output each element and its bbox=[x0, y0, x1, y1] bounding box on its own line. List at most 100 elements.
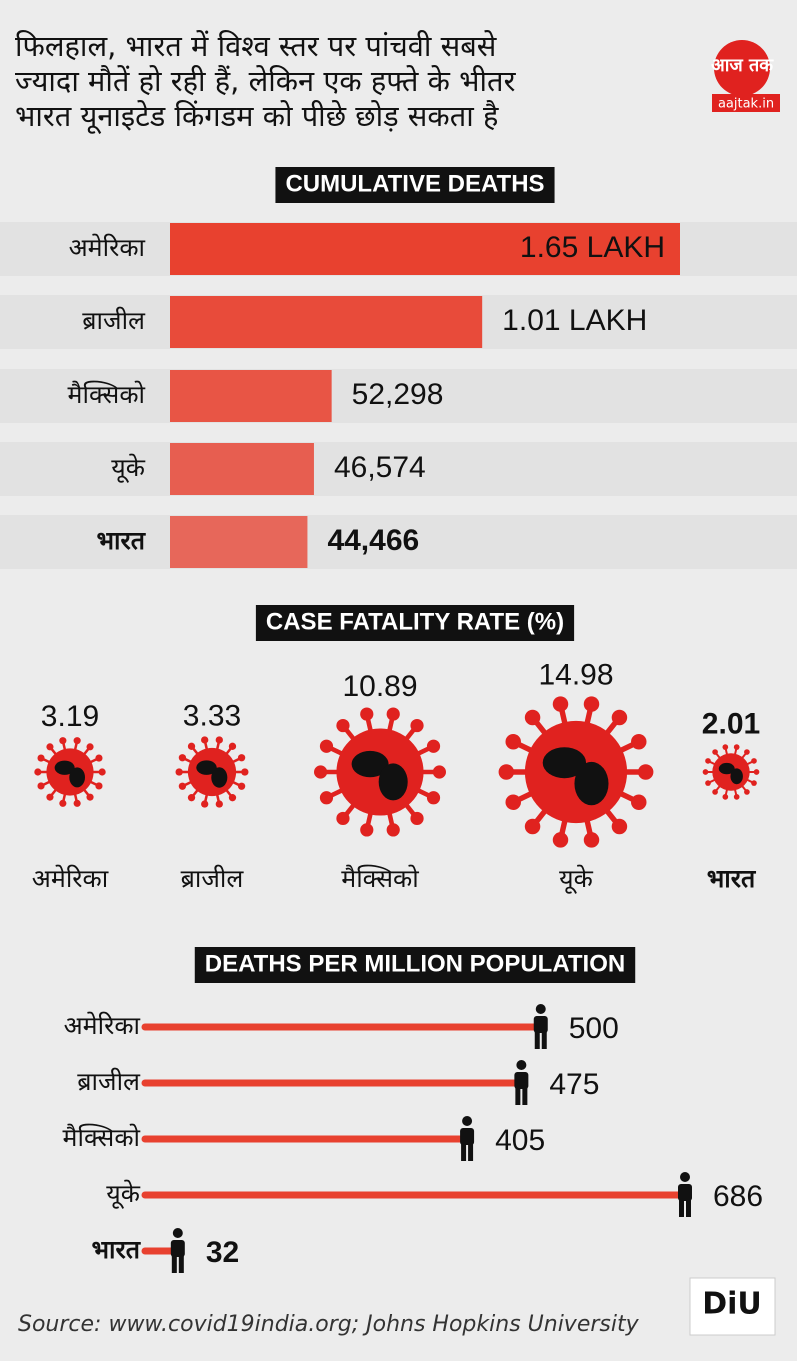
virus bbox=[314, 707, 446, 837]
chart-title: CUMULATIVE DEATHS bbox=[285, 170, 544, 197]
virus-tip bbox=[426, 791, 441, 805]
value-label: 500 bbox=[569, 1012, 619, 1045]
person-body bbox=[678, 1184, 692, 1201]
person-icon bbox=[678, 1172, 692, 1217]
virus-tip bbox=[314, 765, 328, 779]
category-label: ब्राजील bbox=[82, 306, 146, 335]
category-label: मैक्सिको bbox=[341, 864, 419, 893]
person-icon bbox=[533, 1004, 548, 1049]
virus-tip bbox=[552, 696, 569, 712]
value-label: 3.33 bbox=[183, 699, 241, 732]
virus-tip bbox=[410, 811, 424, 826]
value-label: 52,298 bbox=[352, 378, 444, 411]
virus-tip bbox=[524, 709, 541, 726]
virus-tip bbox=[73, 737, 81, 745]
source: Source: www.covid19india.org; Johns Hopk… bbox=[18, 1312, 640, 1337]
person-leg bbox=[534, 1032, 540, 1049]
person-leg bbox=[468, 1144, 474, 1161]
virus-tip bbox=[95, 782, 103, 790]
virus-tip bbox=[524, 818, 541, 835]
virus-tip bbox=[505, 794, 521, 810]
logo-band bbox=[712, 94, 780, 112]
person-head bbox=[516, 1060, 527, 1070]
virus-tip bbox=[237, 754, 246, 762]
virus-tip bbox=[360, 823, 374, 837]
virus-globe bbox=[69, 767, 86, 788]
virus-tip bbox=[386, 707, 400, 721]
value-label: 2.01 bbox=[702, 708, 760, 741]
header-line: फिलहाल, भारत में विश्व स्तर पर पांचवी सब… bbox=[15, 29, 498, 63]
virus-tip bbox=[705, 758, 711, 764]
bar bbox=[170, 296, 483, 348]
row-band bbox=[0, 442, 797, 496]
title-box bbox=[255, 605, 575, 641]
category-label: भारत bbox=[707, 864, 757, 893]
virus-tip bbox=[37, 782, 45, 790]
value-label: 1.01 LAKH bbox=[502, 304, 647, 337]
virus-tip bbox=[751, 758, 757, 764]
virus-tip bbox=[637, 764, 654, 780]
virus bbox=[175, 736, 249, 808]
value-label: 10.89 bbox=[342, 670, 417, 703]
virus-tip bbox=[187, 794, 196, 802]
virus-tip bbox=[201, 736, 209, 744]
virus-tip bbox=[319, 791, 334, 805]
virus-tip bbox=[178, 782, 187, 790]
virus-tip bbox=[722, 794, 729, 800]
badge-box bbox=[689, 1277, 776, 1336]
bar bbox=[170, 516, 308, 568]
value-label: 3.19 bbox=[41, 700, 99, 733]
virus-tip bbox=[360, 707, 374, 721]
virus-globe bbox=[378, 763, 408, 801]
virus-tip bbox=[410, 718, 424, 733]
row-band bbox=[0, 369, 797, 423]
virus-tip bbox=[336, 718, 350, 733]
logo: आज तक aajtak.in bbox=[711, 40, 780, 112]
virus-tip bbox=[631, 794, 647, 810]
category-label: अमेरिका bbox=[64, 1011, 141, 1040]
virus-tip bbox=[753, 769, 760, 775]
category-label: अमेरिका bbox=[69, 233, 146, 262]
person-leg bbox=[686, 1200, 691, 1217]
virus-tip bbox=[46, 793, 54, 801]
virus-tip bbox=[505, 734, 521, 750]
virus-tip bbox=[426, 739, 441, 753]
virus-tip bbox=[215, 736, 223, 744]
virus-tip bbox=[37, 754, 45, 762]
header-line: ज्यादा मौतें हो रही हैं, लेकिन एक हफ्ते … bbox=[15, 64, 517, 98]
category-label: ब्राजील bbox=[77, 1067, 141, 1096]
virus-tip bbox=[702, 769, 709, 775]
category-label: ब्राजील bbox=[181, 864, 245, 893]
category-label: भारत bbox=[91, 1235, 141, 1264]
virus-tip bbox=[583, 832, 600, 848]
virus-tip bbox=[733, 794, 740, 800]
virus-tip bbox=[86, 793, 94, 801]
virus-tip bbox=[386, 823, 400, 837]
virus-tip bbox=[611, 709, 628, 726]
virus bbox=[498, 696, 654, 848]
virus-tip bbox=[98, 768, 106, 776]
category-label: मैक्सिको bbox=[68, 380, 146, 409]
person-body bbox=[514, 1072, 529, 1089]
virus-globe bbox=[542, 747, 587, 779]
diu-badge: DiU bbox=[689, 1277, 776, 1336]
person-head bbox=[535, 1004, 546, 1014]
person-icon bbox=[170, 1228, 185, 1273]
virus-tip bbox=[228, 794, 237, 802]
category-label: अमेरिका bbox=[32, 864, 109, 893]
virus-tip bbox=[552, 832, 569, 848]
virus-globe bbox=[574, 761, 609, 806]
logo-text: आज तक bbox=[711, 55, 774, 76]
chart-title: CASE FATALITY RATE (%) bbox=[266, 608, 564, 635]
virus-tip bbox=[237, 782, 246, 790]
virus-tip bbox=[46, 743, 54, 751]
category-label: यूके bbox=[559, 864, 594, 894]
badge-text: DiU bbox=[702, 1287, 762, 1322]
virus-tip bbox=[187, 742, 196, 750]
person-leg bbox=[171, 1256, 177, 1273]
virus-globe bbox=[730, 768, 743, 785]
virus-globe bbox=[196, 760, 217, 775]
virus-tip bbox=[215, 800, 223, 808]
virus-tip bbox=[86, 743, 94, 751]
